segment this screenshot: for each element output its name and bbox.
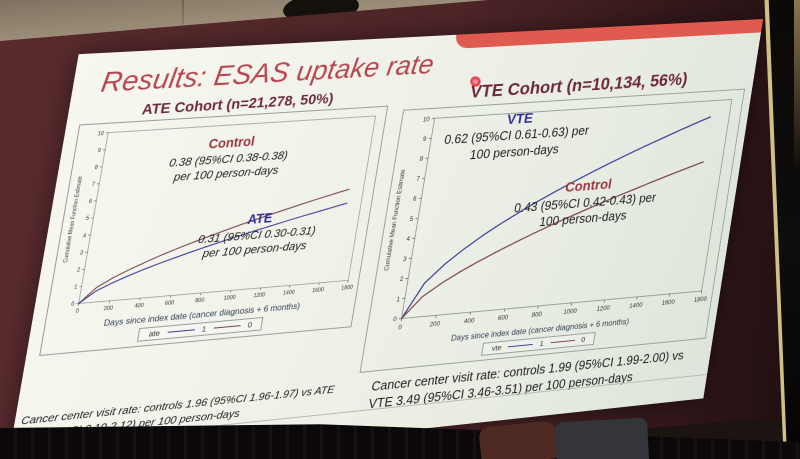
svg-text:600: 600 [164,300,174,307]
slide: Results: ESAS uptake rate ATE Cohort (n=… [5,18,764,459]
legend-item-label: 1 [201,323,208,334]
svg-text:4: 4 [406,236,411,243]
svg-text:5: 5 [85,216,89,222]
svg-text:400: 400 [134,303,144,310]
svg-text:0: 0 [398,324,403,331]
legend-line-swatch [550,339,575,343]
svg-text:200: 200 [429,321,441,329]
ceiling-seam [182,0,184,34]
chart-ate: 0 1 2 3 4 5 6 7 8 9 10 0 200 400 600 800 1000 1200 1400 160… [39,105,389,356]
svg-text:1: 1 [396,296,401,303]
chart-annotation: VTE 0.62 (95%CI 0.61-0.63) per 100 person-… [443,109,590,162]
svg-text:800: 800 [531,311,543,319]
legend-series-name: vte [491,342,503,353]
svg-text:0: 0 [75,308,79,314]
svg-text:1200: 1200 [596,305,611,313]
chart-panel-ate: ATE Cohort (n=21,278, 50%) 0 1 2 3 4 5 6 7 8 9 10 0… [31,86,392,405]
svg-text:6: 6 [88,199,92,205]
svg-text:10: 10 [422,116,430,123]
svg-text:1400: 1400 [629,302,643,310]
svg-text:8: 8 [94,165,98,171]
legend-item-label: 1 [539,338,545,349]
charts-row: ATE Cohort (n=21,278, 50%) 0 1 2 3 4 5 6 7 8 9 10 0… [31,66,749,406]
wall-sliver [794,0,800,170]
chart-annotations-ate: Control 0.38 (95%CI 0.38-0.38) per 100 per… [50,111,382,322]
svg-text:1000: 1000 [563,308,578,316]
legend-item-label: 0 [580,334,586,344]
legend-line-swatch [167,329,195,333]
laser-pointer-dot [470,76,481,87]
svg-text:9: 9 [423,136,428,143]
svg-text:8: 8 [419,156,424,163]
legend-item-label: 0 [246,319,253,330]
svg-text:1600: 1600 [661,299,675,307]
svg-text:400: 400 [464,317,476,325]
legend-line-swatch [213,324,241,329]
svg-text:800: 800 [195,298,205,305]
svg-text:10: 10 [97,131,104,138]
chart-vte: 0 1 2 3 4 5 6 7 8 9 10 0 200 400 600 800 1000 1200 1400 160… [359,88,746,373]
svg-text:7: 7 [416,176,421,183]
svg-text:4: 4 [82,233,86,239]
svg-text:1800: 1800 [341,285,354,292]
legend-line-swatch [508,343,534,348]
chart-annotation: Control 0.38 (95%CI 0.38-0.38) per 100 per… [168,134,289,185]
svg-text:3: 3 [79,250,83,256]
svg-text:600: 600 [498,314,510,322]
svg-text:7: 7 [91,182,95,188]
svg-text:1: 1 [73,284,77,290]
laptop-silhouette [554,417,650,459]
svg-text:6: 6 [413,196,418,203]
svg-text:1200: 1200 [253,292,266,299]
svg-text:1400: 1400 [282,290,295,297]
svg-text:0: 0 [393,316,398,323]
svg-text:200: 200 [103,305,113,312]
chart-annotations-vte: VTE 0.62 (95%CI 0.61-0.63) per 100 person-… [370,94,740,341]
svg-text:0: 0 [71,302,75,308]
chart-annotation: Control 0.43 (95%CI 0.42-0.43) per 100 per… [513,175,657,230]
svg-text:2: 2 [76,267,80,273]
svg-text:5: 5 [409,216,414,223]
svg-text:1600: 1600 [312,287,325,294]
svg-text:9: 9 [97,148,101,154]
svg-text:1000: 1000 [223,295,236,302]
laptop-silhouette [478,420,560,459]
chart-panel-vte: VTE Cohort (n=10,134, 56%) 0 1 2 3 4 5 6 7 8 9 10 0… [359,66,749,373]
chart-annotation: ATE 0.31 (95%CI 0.30-0.31) per 100 person-… [197,211,317,261]
svg-text:2: 2 [399,276,404,283]
legend-series-name: ate [148,327,161,339]
svg-text:1800: 1800 [693,296,707,304]
svg-text:3: 3 [403,256,408,263]
